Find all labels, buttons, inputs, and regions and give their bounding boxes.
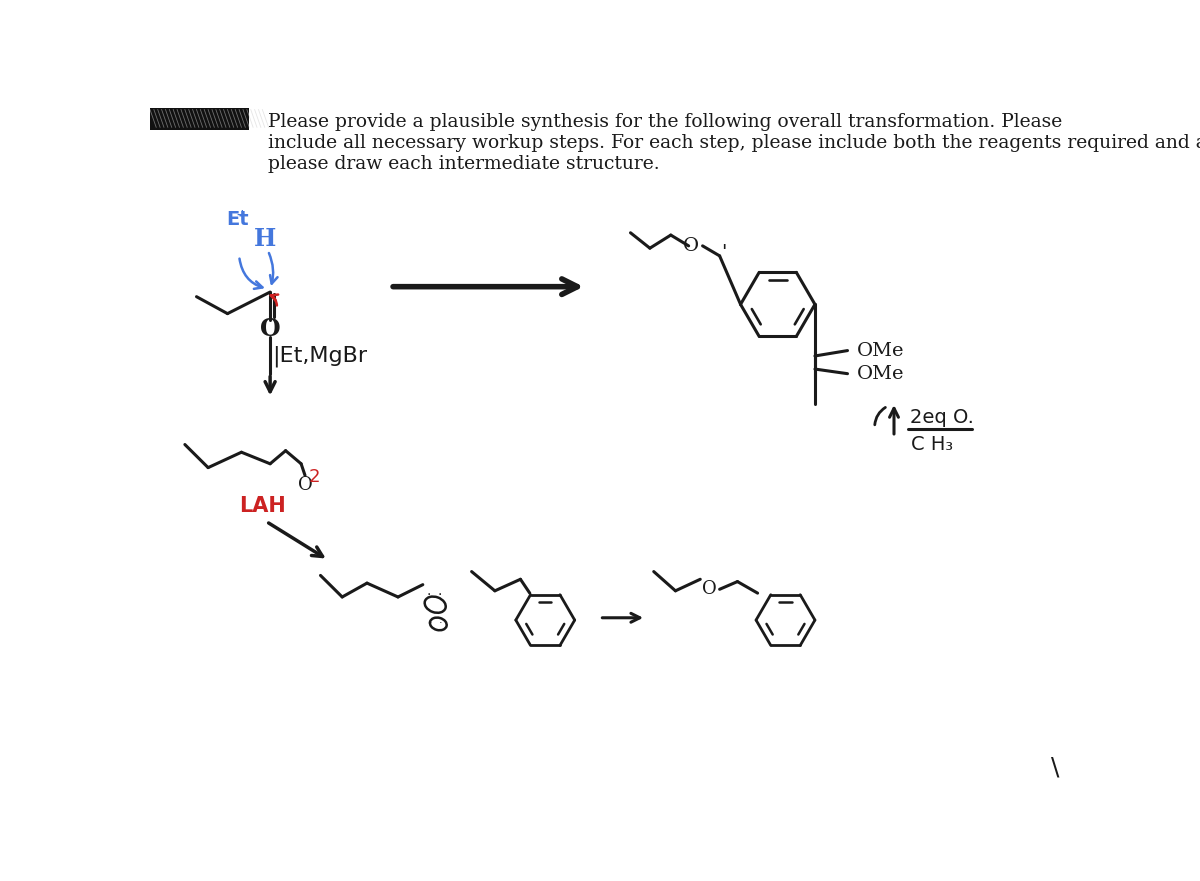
Text: C H₃: C H₃ [911,435,953,454]
Text: ·: · [428,618,432,628]
Text: Et: Et [226,211,248,229]
Text: \: \ [1051,756,1060,780]
Text: ': ' [721,242,726,262]
Text: ·: · [438,589,442,603]
Text: ·: · [427,589,431,603]
Ellipse shape [430,618,446,630]
Text: |Et,MgBr: |Et,MgBr [272,345,367,366]
Text: Please provide a plausible synthesis for the following overall transformation. P: Please provide a plausible synthesis for… [268,114,1200,173]
Text: 2: 2 [308,468,320,485]
Text: LAH: LAH [239,496,286,516]
Text: O: O [260,317,281,341]
Text: H: H [253,227,276,251]
Text: 2eq O.: 2eq O. [910,408,973,427]
Text: +: + [235,208,248,223]
Text: O: O [683,237,700,255]
Ellipse shape [425,596,445,613]
Text: O: O [298,476,312,493]
Text: ·: · [439,618,443,628]
Text: OMe: OMe [857,365,905,382]
Text: O: O [702,581,716,598]
Text: OMe: OMe [857,342,905,359]
Bar [150,108,250,130]
